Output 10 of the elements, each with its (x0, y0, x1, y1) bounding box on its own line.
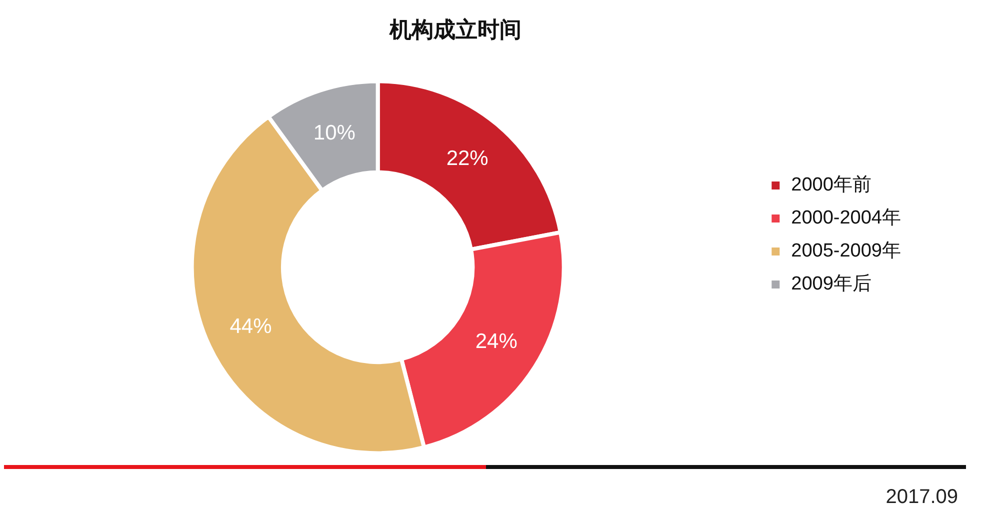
legend-label: 2000-2004年 (791, 208, 902, 229)
data-label: 10% (313, 121, 356, 144)
legend-label: 2000年前 (791, 174, 872, 196)
chart-title: 机构成立时间 (388, 16, 522, 42)
text: 2017.09 (886, 486, 958, 509)
legend-label: 2009年后 (791, 274, 872, 295)
data-label: 22% (446, 146, 488, 170)
data-label: 24% (475, 330, 518, 354)
data-label: 44% (230, 314, 272, 338)
legend-label: 2005-2009年 (791, 240, 902, 262)
